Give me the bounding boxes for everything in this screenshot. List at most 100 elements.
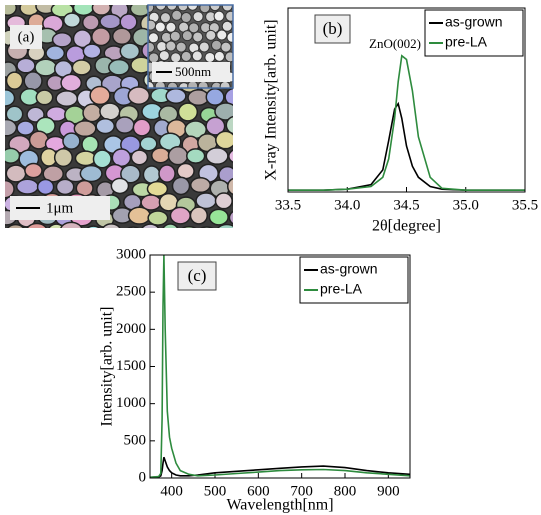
grain [99,13,122,30]
grain [205,88,225,106]
grain [234,43,252,57]
grain [5,5,18,17]
grain [176,162,195,180]
legend-label: as-grown [445,14,503,30]
grain [127,226,140,228]
grain [217,223,233,228]
grain [167,146,189,166]
grain [110,177,130,195]
grain [5,118,18,137]
grain [26,222,48,228]
inset-grain [154,21,166,33]
inset-grain [226,31,233,43]
grain [130,149,149,166]
grain [36,178,55,196]
x-tick-label: 34.0 [334,197,360,213]
inset-grain [192,11,204,23]
grain [55,90,79,108]
grain [139,135,158,152]
x-tick-label: 900 [377,483,400,499]
y-axis-label: Intensity[arb. unit] [99,307,116,427]
grain [119,42,141,61]
grain [181,225,197,228]
grain [114,116,135,134]
grain [42,165,64,183]
grain [82,43,102,60]
grain [16,57,36,74]
inset-grain [175,41,187,53]
grain [158,164,176,183]
grain [177,102,199,122]
series-line [288,54,525,191]
inset-grain [148,41,156,53]
series-line [150,255,410,478]
grain [51,31,73,48]
panel-label: (b) [323,19,343,38]
inset-grain [211,39,223,51]
grain [99,102,121,121]
grain [23,71,43,91]
grain [62,132,81,150]
inset-grain [221,5,233,12]
inset-grain [165,21,177,33]
legend-box [424,9,524,57]
grain [89,85,111,106]
panel-label-box [10,25,42,49]
inset-grain [191,50,203,62]
inset-grain [165,40,177,52]
grain [91,5,112,16]
inset-grain [221,20,233,32]
y-tick-label: 1000 [116,395,146,411]
x-tick-label: 400 [160,483,183,499]
grain [189,206,208,225]
grain [162,223,179,228]
grain [189,176,211,194]
y-tick-label: 2000 [116,321,146,337]
grain [127,206,151,225]
grain [108,58,130,76]
grain [195,192,217,210]
inset-grain [171,9,183,21]
grain [235,134,255,148]
inset-grain [199,5,211,14]
grain [205,147,229,165]
inset-grain [148,32,159,44]
annotation: ZnO(002) [369,36,421,51]
grain [73,120,97,138]
plot-frame [149,254,411,479]
inset-grain [204,51,216,63]
inset-border [147,4,234,89]
grain [72,5,95,17]
inset-grain [192,31,204,43]
grain [236,105,255,120]
x-tick-label: 600 [247,483,270,499]
grain [214,192,233,210]
inset-grain [181,30,193,42]
inset-grain [205,29,217,41]
grain [91,27,112,47]
grain [82,103,102,123]
grain [26,106,45,123]
series-line [288,101,525,191]
inset-scale-box [152,62,230,82]
grain [214,102,233,121]
grain [169,206,191,225]
inset-grain [213,10,225,22]
inset-grain [156,41,168,53]
grain [150,147,171,164]
legend-label: as-grown [320,261,378,277]
grain [111,27,132,46]
grain [226,177,233,196]
grain [186,148,206,164]
grain [71,59,92,76]
grain [63,12,82,28]
inset-grain [220,41,232,53]
grain [5,89,16,107]
y-tick-label: 500 [124,432,147,448]
grain [55,178,75,196]
inset-grain [177,5,189,12]
grain [142,165,161,184]
series-line [150,456,410,478]
grain [81,14,100,31]
